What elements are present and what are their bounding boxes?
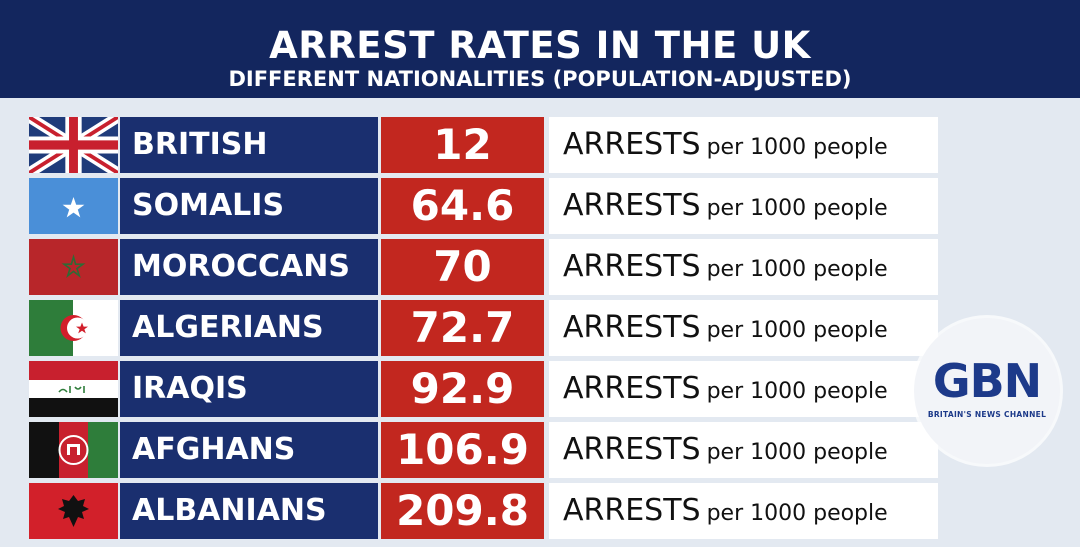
table-row: BRITISH 12 ARRESTS per 1000 people — [22, 115, 942, 173]
algeria-flag-icon — [29, 300, 118, 356]
arrest-rate-value: 72.7 — [381, 300, 544, 356]
unit-small: per 1000 people — [706, 196, 888, 221]
arrest-rate-value: 209.8 — [381, 483, 544, 539]
unit-main: ARRESTS — [563, 127, 701, 162]
logo-text: GBN — [932, 354, 1042, 408]
arrest-rate-value: 12 — [381, 117, 544, 173]
table-row: IRAQIS 92.9 ARRESTS per 1000 people — [22, 359, 942, 417]
unit-main: ARRESTS — [563, 493, 701, 528]
albania-flag-icon — [29, 483, 118, 539]
chart-subtitle: DIFFERENT NATIONALITIES (POPULATION-ADJU… — [228, 67, 852, 91]
afghanistan-flag-icon — [29, 422, 118, 478]
unit-label: ARRESTS per 1000 people — [549, 422, 938, 478]
unit-main: ARRESTS — [563, 432, 701, 467]
table-row: MOROCCANS 70 ARRESTS per 1000 people — [22, 237, 942, 295]
unit-main: ARRESTS — [563, 188, 701, 223]
somalia-flag-icon — [29, 178, 118, 234]
arrest-rate-table: BRITISH 12 ARRESTS per 1000 people SOMALI… — [22, 115, 942, 547]
unit-main: ARRESTS — [563, 371, 701, 406]
logo-tagline: BRITAIN'S NEWS CHANNEL — [927, 410, 1047, 419]
nationality-label: MOROCCANS — [120, 239, 378, 295]
header-banner: ARREST RATES IN THE UK DIFFERENT NATIONA… — [0, 0, 1080, 98]
unit-label: ARRESTS per 1000 people — [549, 117, 938, 173]
unit-main: ARRESTS — [563, 310, 701, 345]
iraq-flag-icon — [29, 361, 118, 417]
unit-small: per 1000 people — [706, 440, 888, 465]
table-row: AFGHANS 106.9 ARRESTS per 1000 people — [22, 420, 942, 478]
table-row: SOMALIS 64.6 ARRESTS per 1000 people — [22, 176, 942, 234]
unit-small: per 1000 people — [706, 501, 888, 526]
nationality-label: AFGHANS — [120, 422, 378, 478]
nationality-label: IRAQIS — [120, 361, 378, 417]
morocco-flag-icon — [29, 239, 118, 295]
unit-small: per 1000 people — [706, 135, 888, 160]
gbnews-logo: GBN BRITAIN'S NEWS CHANNEL — [914, 318, 1060, 464]
arrest-rate-value: 106.9 — [381, 422, 544, 478]
nationality-label: BRITISH — [120, 117, 378, 173]
nationality-label: ALBANIANS — [120, 483, 378, 539]
arrest-rate-value: 64.6 — [381, 178, 544, 234]
unit-label: ARRESTS per 1000 people — [549, 483, 938, 539]
unit-main: ARRESTS — [563, 249, 701, 284]
unit-label: ARRESTS per 1000 people — [549, 300, 938, 356]
unit-small: per 1000 people — [706, 318, 888, 343]
unit-label: ARRESTS per 1000 people — [549, 178, 938, 234]
chart-title: ARREST RATES IN THE UK — [269, 24, 811, 67]
nationality-label: ALGERIANS — [120, 300, 378, 356]
table-row: ALBANIANS 209.8 ARRESTS per 1000 people — [22, 481, 942, 539]
table-row: ALGERIANS 72.7 ARRESTS per 1000 people — [22, 298, 942, 356]
unit-small: per 1000 people — [706, 379, 888, 404]
arrest-rate-value: 92.9 — [381, 361, 544, 417]
arrest-rate-value: 70 — [381, 239, 544, 295]
uk-flag-icon — [29, 117, 118, 173]
nationality-label: SOMALIS — [120, 178, 378, 234]
unit-label: ARRESTS per 1000 people — [549, 361, 938, 417]
unit-small: per 1000 people — [706, 257, 888, 282]
unit-label: ARRESTS per 1000 people — [549, 239, 938, 295]
